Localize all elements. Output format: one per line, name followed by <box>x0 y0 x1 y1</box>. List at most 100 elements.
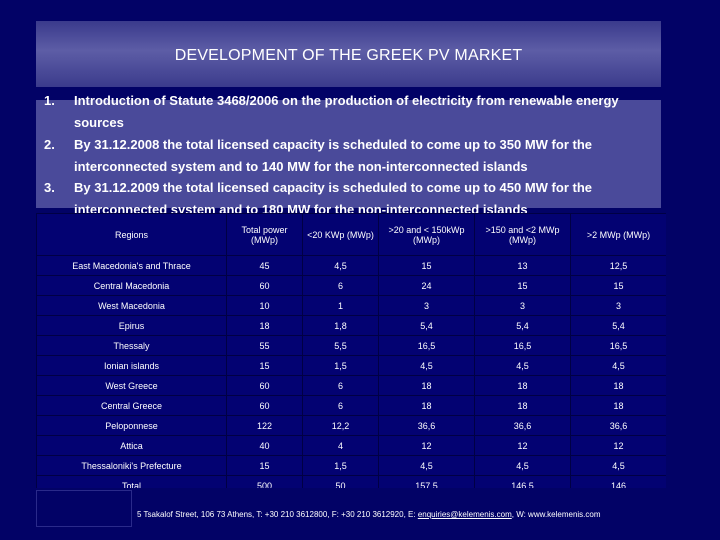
value-cell: 18 <box>474 395 571 416</box>
value-cell: 15 <box>474 275 571 296</box>
value-cell: 4,5 <box>302 255 379 276</box>
value-cell: 18 <box>378 375 475 396</box>
region-cell: Total <box>36 475 227 488</box>
value-cell: 6 <box>302 275 379 296</box>
footer-email-link[interactable]: enquiries@kelemenis.com <box>417 510 512 519</box>
value-cell: 500 <box>226 475 303 488</box>
region-cell: Thessaly <box>36 335 227 356</box>
region-cell: Central Macedonia <box>36 275 227 296</box>
value-cell: 5,4 <box>474 315 571 336</box>
table-row: East Macedonia's and Thrace 45 4,5 15 13 12,5 <box>36 255 666 276</box>
value-cell: 36,6 <box>474 415 571 436</box>
region-cell: Peloponnese <box>36 415 227 436</box>
value-cell: 15 <box>570 275 666 296</box>
region-cell: West Macedonia <box>36 295 227 316</box>
value-cell: 12 <box>570 435 666 456</box>
value-cell: 18 <box>378 395 475 416</box>
footer-contact: 5 Tsakalof Street, 106 73 Athens, T: +30… <box>137 510 601 519</box>
title-band <box>36 21 661 87</box>
value-cell: 12,5 <box>570 255 666 276</box>
table-body: East Macedonia's and Thrace 45 4,5 15 13 12,5… <box>36 255 666 488</box>
footer-logo-box <box>36 490 132 527</box>
point-2: 2. By 31.12.2008 the total licensed capa… <box>44 134 644 178</box>
table-row: Thessaloniki's Prefecture 15 1,5 4,5 4,5 4,5 <box>36 455 666 476</box>
value-cell: 1,8 <box>302 315 379 336</box>
value-cell: 146 <box>570 475 666 488</box>
table-row: West Greece 60 6 18 18 18 <box>36 375 666 396</box>
column-header: Regions <box>36 213 227 256</box>
value-cell: 5,5 <box>302 335 379 356</box>
value-cell: 50 <box>302 475 379 488</box>
value-cell: 122 <box>226 415 303 436</box>
region-cell: Epirus <box>36 315 227 336</box>
table-row: Central Macedonia 60 6 24 15 15 <box>36 275 666 296</box>
value-cell: 36,6 <box>378 415 475 436</box>
value-cell: 18 <box>474 375 571 396</box>
table-row: Peloponnese 122 12,2 36,6 36,6 36,6 <box>36 415 666 436</box>
value-cell: 4,5 <box>378 355 475 376</box>
table-row: Thessaly 55 5,5 16,5 16,5 16,5 <box>36 335 666 356</box>
page-title: DEVELOPMENT OF THE GREEK PV MARKET <box>174 47 523 64</box>
capacity-table-container: Regions Total power (MWp) <20 KWp (MWp) … <box>36 213 666 488</box>
point-1: 1. Introduction of Statute 3468/2006 on … <box>44 90 644 134</box>
value-cell: 36,6 <box>570 415 666 436</box>
value-cell: 6 <box>302 395 379 416</box>
point-number: 1. <box>44 93 55 108</box>
region-cell: Attica <box>36 435 227 456</box>
value-cell: 18 <box>570 395 666 416</box>
value-cell: 45 <box>226 255 303 276</box>
value-cell: 12 <box>474 435 571 456</box>
point-number: 3. <box>44 180 55 195</box>
value-cell: 12 <box>378 435 475 456</box>
value-cell: 16,5 <box>474 335 571 356</box>
value-cell: 4,5 <box>474 455 571 476</box>
value-cell: 13 <box>474 255 571 276</box>
value-cell: 157,5 <box>378 475 475 488</box>
points-band <box>36 100 661 208</box>
region-cell: Ionian islands <box>36 355 227 376</box>
value-cell: 4 <box>302 435 379 456</box>
value-cell: 16,5 <box>570 335 666 356</box>
value-cell: 4,5 <box>378 455 475 476</box>
value-cell: 5,4 <box>378 315 475 336</box>
value-cell: 15 <box>378 255 475 276</box>
column-header: Total power (MWp) <box>226 213 303 256</box>
value-cell: 6 <box>302 375 379 396</box>
value-cell: 12,2 <box>302 415 379 436</box>
value-cell: 3 <box>474 295 571 316</box>
value-cell: 3 <box>378 295 475 316</box>
value-cell: 16,5 <box>378 335 475 356</box>
column-header: >20 and < 150kWp (MWp) <box>378 213 475 256</box>
table-row: Ionian islands 15 1,5 4,5 4,5 4,5 <box>36 355 666 376</box>
value-cell: 3 <box>570 295 666 316</box>
value-cell: 146,5 <box>474 475 571 488</box>
region-cell: West Greece <box>36 375 227 396</box>
value-cell: 55 <box>226 335 303 356</box>
point-text: Introduction of Statute 3468/2006 on the… <box>74 93 619 130</box>
table-row: Central Greece 60 6 18 18 18 <box>36 395 666 416</box>
capacity-table: Regions Total power (MWp) <20 KWp (MWp) … <box>36 213 666 488</box>
point-number: 2. <box>44 137 55 152</box>
value-cell: 1 <box>302 295 379 316</box>
table-header-row: Regions Total power (MWp) <20 KWp (MWp) … <box>36 213 666 256</box>
value-cell: 4,5 <box>570 455 666 476</box>
point-text: By 31.12.2008 the total licensed capacit… <box>74 137 592 174</box>
value-cell: 60 <box>226 275 303 296</box>
column-header: <20 KWp (MWp) <box>302 213 379 256</box>
value-cell: 24 <box>378 275 475 296</box>
value-cell: 4,5 <box>570 355 666 376</box>
footer-address: 5 Tsakalof Street, 106 73 Athens, T: +30… <box>137 510 418 519</box>
value-cell: 10 <box>226 295 303 316</box>
value-cell: 1,5 <box>302 455 379 476</box>
value-cell: 1,5 <box>302 355 379 376</box>
value-cell: 15 <box>226 355 303 376</box>
column-header: >2 MWp (MWp) <box>570 213 666 256</box>
value-cell: 15 <box>226 455 303 476</box>
value-cell: 60 <box>226 375 303 396</box>
table-row: Attica 40 4 12 12 12 <box>36 435 666 456</box>
footer-web: , W: www.kelemenis.com <box>511 510 601 519</box>
region-cell: Thessaloniki's Prefecture <box>36 455 227 476</box>
value-cell: 5,4 <box>570 315 666 336</box>
table-row: Total 500 50 157,5 146,5 146 <box>36 475 666 488</box>
value-cell: 18 <box>226 315 303 336</box>
